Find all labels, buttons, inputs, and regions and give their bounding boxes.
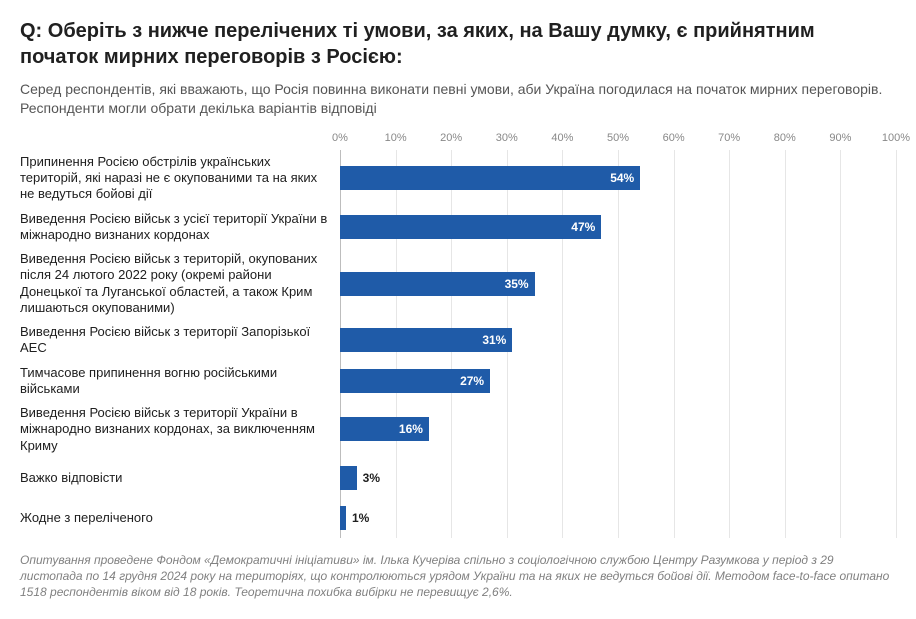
bar-track: 3%	[340, 466, 896, 490]
bar-track: 27%	[340, 369, 896, 393]
bar-value: 27%	[460, 374, 484, 388]
bar-value: 47%	[571, 220, 595, 234]
x-axis: 0%10%20%30%40%50%60%70%80%90%100%	[340, 132, 896, 150]
bar-label: Важко відповісти	[20, 470, 340, 486]
bar: 47%	[340, 215, 601, 239]
x-axis-tick: 100%	[882, 132, 910, 144]
x-axis-tick: 0%	[332, 132, 348, 144]
chart-row: Тимчасове припинення вогню російськими в…	[20, 361, 896, 402]
bar-label: Припинення Росією обстрілів українських …	[20, 154, 340, 203]
bar-label: Виведення Росією військ з території Укра…	[20, 405, 340, 454]
bar-track: 1%	[340, 506, 896, 530]
bar-value: 35%	[505, 277, 529, 291]
x-axis-tick: 40%	[551, 132, 573, 144]
gridline	[896, 150, 897, 538]
bar: 27%	[340, 369, 490, 393]
bar-value: 54%	[610, 171, 634, 185]
bar-value: 31%	[482, 333, 506, 347]
chart-row: Виведення Росією військ з усієї територі…	[20, 207, 896, 248]
x-axis-tick: 10%	[385, 132, 407, 144]
bar: 31%	[340, 328, 512, 352]
chart-title: Q: Оберіть з нижче перелічених ті умови,…	[20, 18, 896, 70]
bar: 35%	[340, 272, 535, 296]
bar-track: 35%	[340, 272, 896, 296]
bar: 1%	[340, 506, 346, 530]
chart-row: Виведення Росією військ з території Укра…	[20, 401, 896, 458]
bar-value: 3%	[357, 471, 380, 485]
bar-track: 54%	[340, 166, 896, 190]
x-axis-tick: 70%	[718, 132, 740, 144]
bar-label: Виведення Росією військ з територій, оку…	[20, 251, 340, 316]
x-axis-tick: 80%	[774, 132, 796, 144]
chart-footnote: Опитування проведене Фондом «Демократичн…	[20, 552, 896, 601]
chart-row: Виведення Росією військ з території Запо…	[20, 320, 896, 361]
bar-label: Тимчасове припинення вогню російськими в…	[20, 365, 340, 398]
bar-label: Виведення Росією військ з усієї територі…	[20, 211, 340, 244]
x-axis-tick: 50%	[607, 132, 629, 144]
x-axis-tick: 20%	[440, 132, 462, 144]
chart-row: Припинення Росією обстрілів українських …	[20, 150, 896, 207]
bar-track: 47%	[340, 215, 896, 239]
chart-row: Жодне з переліченого1%	[20, 498, 896, 538]
chart-subtitle: Серед респондентів, які вважають, що Рос…	[20, 80, 896, 118]
x-axis-tick: 60%	[663, 132, 685, 144]
bar-label: Жодне з переліченого	[20, 510, 340, 526]
bar-label: Виведення Росією військ з території Запо…	[20, 324, 340, 357]
chart-row: Виведення Росією військ з територій, оку…	[20, 247, 896, 320]
bar-chart: 0%10%20%30%40%50%60%70%80%90%100%Припине…	[20, 132, 896, 538]
bar-track: 16%	[340, 417, 896, 441]
bar-track: 31%	[340, 328, 896, 352]
bar-value: 1%	[346, 511, 369, 525]
x-axis-tick: 30%	[496, 132, 518, 144]
bar: 54%	[340, 166, 640, 190]
chart-row: Важко відповісти3%	[20, 458, 896, 498]
x-axis-tick: 90%	[829, 132, 851, 144]
bar-value: 16%	[399, 422, 423, 436]
bar: 3%	[340, 466, 357, 490]
bar: 16%	[340, 417, 429, 441]
